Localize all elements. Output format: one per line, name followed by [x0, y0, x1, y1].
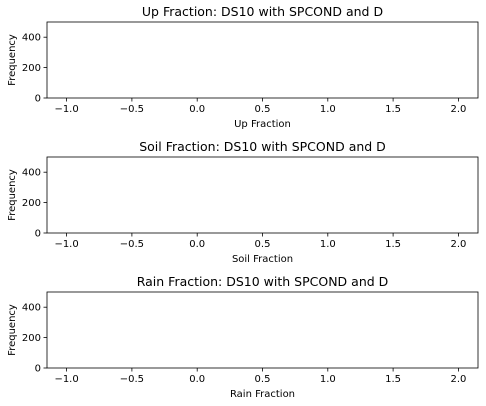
soil-chart-panel: Soil Fraction: DS10 with SPCOND and D −1.… [7, 139, 479, 265]
plot-area-frame [46, 21, 479, 99]
x-tick-label: 0.0 [189, 374, 205, 385]
y-axis-label: Frequency [7, 34, 18, 86]
x-tick-label: 1.0 [320, 104, 336, 115]
y-tick-label: 0 [35, 364, 41, 375]
y-tick-label: 200 [22, 63, 41, 74]
y-tick-label: 0 [35, 94, 41, 105]
x-tick-label: −0.5 [120, 104, 144, 115]
x-tick-label: 2.0 [450, 374, 466, 385]
x-tick-label: 0.5 [255, 374, 271, 385]
x-axis-label: Soil Fraction [232, 254, 293, 265]
x-tick-label: 1.5 [385, 374, 401, 385]
y-axis-label: Frequency [7, 169, 18, 221]
x-tick-label: 2.0 [450, 104, 466, 115]
x-tick-label: 1.5 [385, 239, 401, 250]
x-tick-label: −1.0 [54, 104, 78, 115]
y-tick-label: 400 [22, 33, 41, 44]
x-axis-label: Rain Fraction [230, 389, 295, 400]
x-tick-label: 1.0 [320, 374, 336, 385]
x-tick-label: −0.5 [120, 374, 144, 385]
plot-area-frame [46, 156, 479, 234]
x-tick-label: 1.5 [385, 104, 401, 115]
x-tick-label: −1.0 [54, 374, 78, 385]
y-axis-label: Frequency [7, 304, 18, 356]
y-tick-label: 400 [22, 168, 41, 179]
x-tick-label: −0.5 [120, 239, 144, 250]
x-tick-label: 2.0 [450, 239, 466, 250]
chart-title: Soil Fraction: DS10 with SPCOND and D [139, 139, 386, 154]
y-tick-label: 0 [35, 229, 41, 240]
x-axis-label: Up Fraction [234, 119, 291, 130]
y-tick-label: 400 [22, 303, 41, 314]
x-tick-label: 0.0 [189, 104, 205, 115]
x-tick-label: 0.0 [189, 239, 205, 250]
y-tick-label: 200 [22, 333, 41, 344]
y-tick-label: 200 [22, 198, 41, 209]
x-tick-label: 0.5 [255, 104, 271, 115]
x-tick-label: 0.5 [255, 239, 271, 250]
x-tick-label: 1.0 [320, 239, 336, 250]
rain-chart-panel: Rain Fraction: DS10 with SPCOND and D −1.… [7, 274, 479, 400]
chart-title: Rain Fraction: DS10 with SPCOND and D [137, 274, 389, 289]
up-chart-panel: Up Fraction: DS10 with SPCOND and D −1.0 −… [7, 4, 479, 130]
chart-title: Up Fraction: DS10 with SPCOND and D [142, 4, 383, 19]
plot-area-frame [46, 291, 479, 369]
x-tick-label: −1.0 [54, 239, 78, 250]
